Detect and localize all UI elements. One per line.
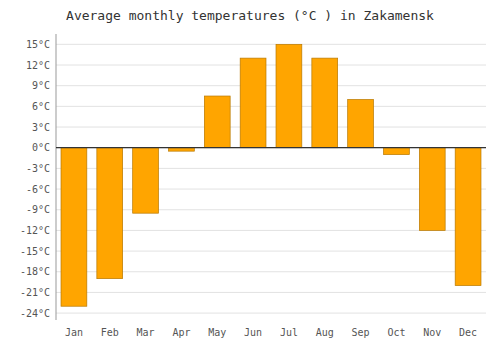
x-tick-label: Apr: [172, 327, 190, 338]
grid-line: [56, 65, 486, 66]
bar: [455, 148, 481, 286]
bars: [61, 44, 481, 306]
y-tick-label: 9°C: [32, 80, 50, 91]
x-tick-label: Mar: [137, 327, 155, 338]
chart-svg: Average monthly temperatures (°C ) in Za…: [0, 0, 500, 350]
bar: [276, 44, 302, 147]
x-tick-label: Jun: [244, 327, 262, 338]
bar: [97, 148, 123, 279]
x-tick-label: May: [208, 327, 226, 338]
grid: [56, 44, 486, 313]
title: Average monthly temperatures (°C ) in Za…: [66, 8, 434, 23]
x-tick-label: Jan: [65, 327, 83, 338]
x-tick-label: Dec: [459, 327, 477, 338]
x-tick-label: Nov: [423, 327, 441, 338]
bar: [419, 148, 445, 231]
grid-line: [56, 292, 486, 293]
y-tick-label: 0°C: [32, 142, 50, 153]
zero-line: [56, 147, 486, 148]
x-tick-label: Feb: [101, 327, 119, 338]
bar: [204, 96, 230, 148]
y-tick-label: -15°C: [20, 246, 50, 257]
grid-line: [56, 313, 486, 314]
y-tick-label: 15°C: [26, 39, 50, 50]
grid-line: [56, 127, 486, 128]
y-tick-label: -3°C: [26, 163, 50, 174]
grid-line: [56, 85, 486, 86]
y-tick-label: 6°C: [32, 101, 50, 112]
x-tick-label: Aug: [316, 327, 334, 338]
bar: [61, 148, 87, 307]
bar: [312, 58, 338, 148]
y-tick-label: 12°C: [26, 60, 50, 71]
grid-line: [56, 44, 486, 45]
bar: [133, 148, 159, 213]
bar: [384, 148, 410, 155]
y-tick-label: -18°C: [20, 266, 50, 277]
y-tick-label: -12°C: [20, 225, 50, 236]
x-tick-label: Oct: [387, 327, 405, 338]
y-axis-line: [56, 34, 57, 320]
bar: [348, 99, 374, 147]
x-tick-label: Sep: [352, 327, 370, 338]
x-tick-label: Jul: [280, 327, 298, 338]
y-tick-label: -9°C: [26, 204, 50, 215]
y-tick-label: 3°C: [32, 122, 50, 133]
bar: [240, 58, 266, 148]
grid-line: [56, 147, 486, 148]
grid-line: [56, 106, 486, 107]
chart-container: Average monthly temperatures (°C ) in Za…: [0, 0, 500, 350]
y-tick-label: -24°C: [20, 308, 50, 319]
y-tick-label: -21°C: [20, 287, 50, 298]
y-tick-label: -6°C: [26, 184, 50, 195]
